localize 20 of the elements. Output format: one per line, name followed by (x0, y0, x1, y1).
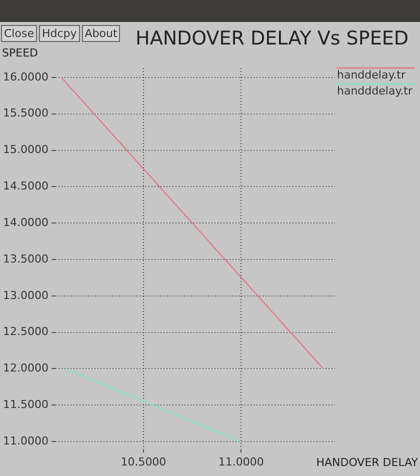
y-tick-label: 15.5000 (2, 106, 48, 120)
y-tick-label: 11.0000 (2, 434, 48, 448)
y-tick-label: 15.0000 (2, 143, 48, 156)
text: Close (1, 25, 37, 42)
text: handddelay.tr (337, 84, 413, 98)
y-tick-label: 11.5000 (2, 398, 48, 411)
y-tick-label: 12.5000 (2, 325, 48, 338)
y-tick-label: 13.5000 (2, 252, 48, 266)
y-axis-title: SPEED (2, 46, 38, 60)
y-tick-label: 14.0000 (2, 216, 48, 229)
y-tick-label: 12.0000 (2, 362, 48, 375)
text: handdelay.tr (337, 68, 406, 82)
y-tick-label: 13.0000 (2, 288, 48, 302)
text: Hdcpy (38, 25, 80, 42)
text: About (82, 25, 120, 42)
x-axis-title: HANDOVER DELAY (316, 456, 418, 470)
chart-title: HANDOVER DELAY Vs SPEED (136, 27, 408, 50)
y-tick-label: 14.5000 (2, 180, 48, 193)
x-tick-label: 10.5000 (120, 455, 166, 468)
y-tick-label: 16.0000 (2, 70, 48, 84)
